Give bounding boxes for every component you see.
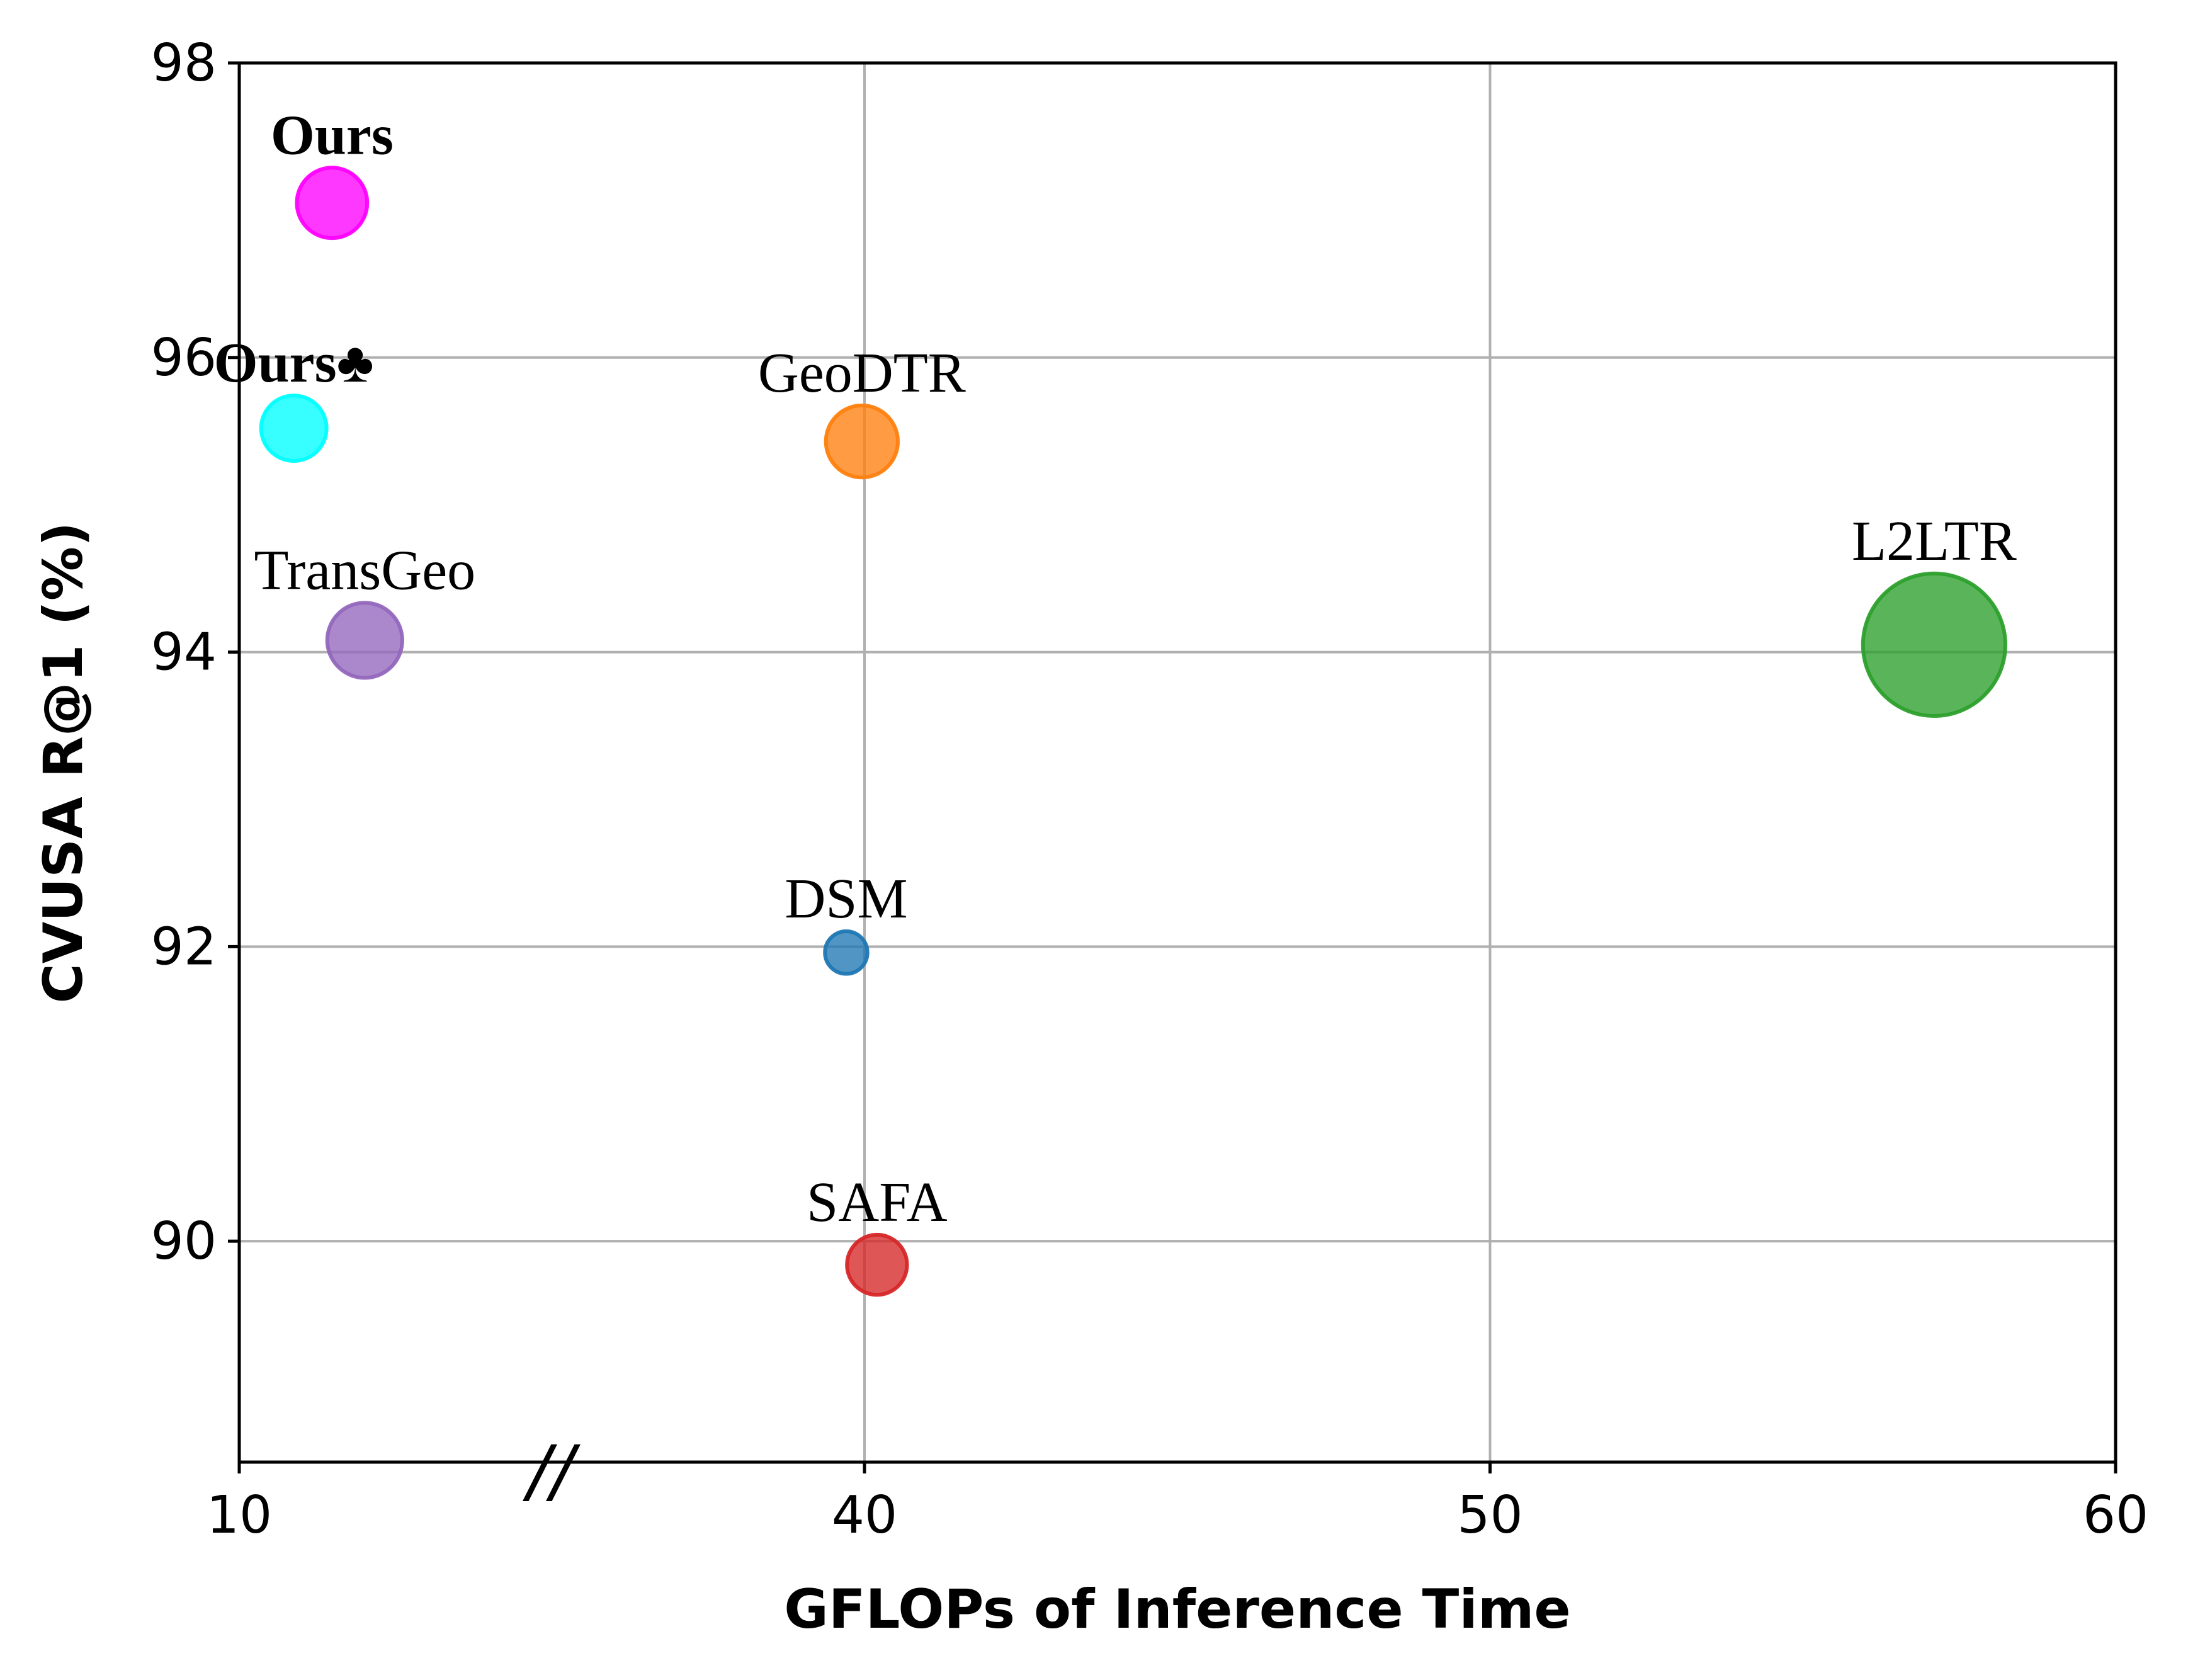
plot-frame bbox=[237, 61, 2117, 1464]
x-tick-label: 60 bbox=[2083, 1485, 2148, 1545]
data-point-geodtr bbox=[824, 403, 900, 480]
x-tick-label: 50 bbox=[1457, 1485, 1522, 1545]
data-point-dsm bbox=[823, 929, 870, 976]
y-tick-label: 90 bbox=[151, 1212, 217, 1271]
ticks-layer: 90 92 94 96 98 10 40 50 60 // bbox=[151, 33, 2149, 1545]
point-label-geodtr: GeoDTR bbox=[758, 342, 966, 404]
labels-layer: Ours Ours♣ GeoDTR TransGeo L2LTR DSM SAFA GFLOP… bbox=[32, 104, 2017, 1641]
grid-layer bbox=[239, 63, 2116, 1462]
y-tick-label: 96 bbox=[151, 328, 217, 388]
data-point-safa bbox=[845, 1232, 909, 1297]
data-point-ours bbox=[259, 394, 329, 463]
x-tick-label: 40 bbox=[832, 1485, 897, 1545]
axis-break-marker: // bbox=[522, 1431, 581, 1511]
y-axis-title: CVUSA R@1 (%) bbox=[32, 522, 95, 1004]
x-tick-label: 10 bbox=[207, 1485, 272, 1545]
x-axis-title: GFLOPs of Inference Time bbox=[784, 1578, 1571, 1641]
y-tick-label: 92 bbox=[151, 917, 217, 977]
data-point-l2ltr bbox=[1861, 571, 2007, 718]
point-label-l2ltr: L2LTR bbox=[1852, 510, 2017, 572]
y-tick-label: 94 bbox=[151, 623, 217, 683]
points-layer bbox=[259, 166, 2007, 1297]
point-label-ours: Ours bbox=[271, 104, 394, 166]
point-label-transgeo: TransGeo bbox=[254, 539, 475, 601]
data-point-ours bbox=[295, 166, 370, 241]
point-label-dsm: DSM bbox=[785, 868, 907, 930]
point-label-ours: Ours♣ bbox=[214, 332, 374, 394]
point-label-safa: SAFA bbox=[807, 1171, 947, 1234]
frame-layer bbox=[237, 61, 2117, 1464]
data-point-transgeo bbox=[325, 601, 404, 680]
y-tick-label: 98 bbox=[151, 33, 217, 93]
